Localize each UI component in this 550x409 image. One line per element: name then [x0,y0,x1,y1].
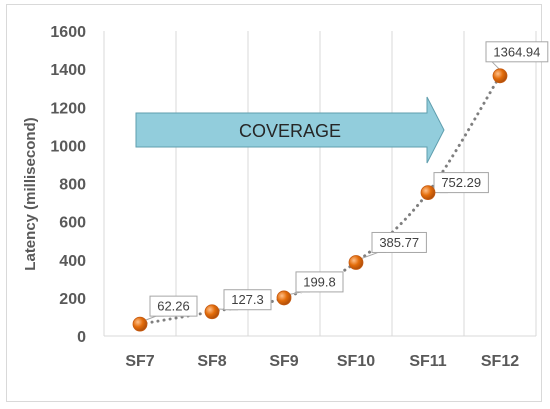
y-tick-label: 1200 [50,100,86,117]
series-points-layer [132,68,508,332]
data-label-box [295,271,344,293]
y-tick-label: 0 [77,329,86,346]
data-label-box [371,231,427,253]
data-labels-layer: 62.26 127.3 199.8 385.77 752.29 1364.94 [142,41,549,322]
y-tick-label: 600 [59,215,86,232]
coverage-arrow-label: COVERAGE [239,121,341,141]
data-label: 127.3 [214,289,272,311]
data-label-text: 127.3 [231,292,264,307]
y-tick-label: 800 [59,177,86,194]
data-label: 199.8 [286,271,344,296]
data-label-text: 62.26 [157,299,190,314]
data-label-box [433,172,489,194]
x-tick-label: SF9 [269,353,298,370]
x-tick-label: SF7 [125,353,154,370]
y-tick-label: 200 [59,291,86,308]
y-tick-label: 400 [59,253,86,270]
data-label-text: 1364.94 [493,44,540,59]
x-axis-ticks: SF7 SF8 SF9 SF10 SF11 SF12 [125,353,519,370]
data-point [348,255,364,270]
x-tick-label: SF11 [409,353,446,370]
y-tick-label: 1600 [50,24,86,41]
data-label-box [485,41,549,63]
data-point [492,68,508,84]
coverage-arrow-shape [135,96,445,164]
data-point [204,304,220,320]
data-label-pointer [358,251,386,260]
data-label: 385.77 [358,231,427,260]
data-label-text: 199.8 [303,274,336,289]
data-label: 1364.94 [485,41,549,74]
y-tick-label: 1000 [50,138,86,155]
data-label: 62.26 [142,295,198,322]
data-point [276,290,292,306]
y-tick-label: 1400 [50,62,86,79]
coverage-arrow: COVERAGE [135,96,445,164]
data-label-box [149,295,198,317]
data-label-box [223,289,272,311]
y-axis-ticks: 0 200 400 600 800 1000 1200 1400 1600 [50,24,86,346]
data-label-text: 752.29 [441,175,481,190]
x-tick-label: SF12 [481,353,519,370]
data-point [420,185,436,200]
data-label-text: 385.77 [379,235,419,250]
y-axis-title: Latency (millisecond) [22,117,39,270]
data-point [132,316,148,332]
data-label: 752.29 [430,172,489,194]
x-tick-label: SF10 [337,353,375,370]
x-tick-label: SF8 [197,353,226,370]
